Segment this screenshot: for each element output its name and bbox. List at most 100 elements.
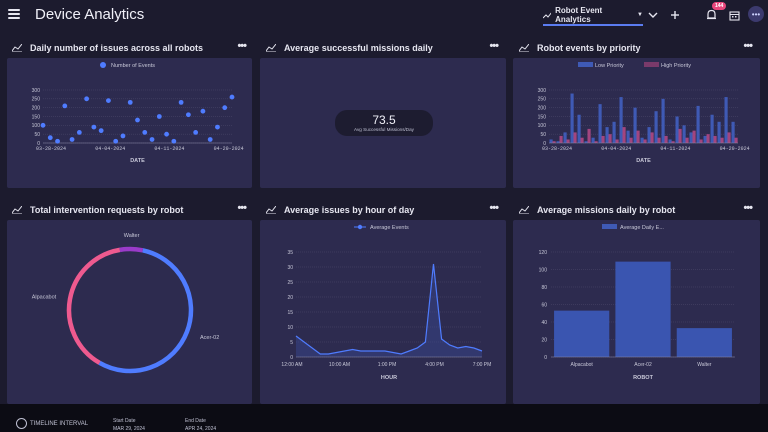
bar-low-priority <box>640 137 644 143</box>
x-tick-label: 04-20-2024 <box>720 146 750 152</box>
chart-card-events-priority: Low Priority High Priority 0 50 100 150 200 250… <box>513 58 760 188</box>
line-chart-icon <box>12 206 22 214</box>
donut-slice <box>66 247 121 365</box>
kpi-card-avg-missions: 73.5 Avg Successful Missions/Day <box>260 58 506 188</box>
bar-chart: Average Daily E... 0 20 40 60 80 100 120 Alpacab… <box>539 224 735 381</box>
data-point <box>222 105 228 111</box>
slice-label: Acer-02 <box>200 335 219 341</box>
kpi-label: Avg Successful Missions/Day <box>354 127 414 132</box>
bar-low-priority <box>612 121 616 143</box>
slice-label: Alpacabot <box>32 295 57 301</box>
y-tick-label: 150 <box>32 114 41 120</box>
calendar-icon[interactable] <box>727 8 741 22</box>
page-title: Device Analytics <box>35 6 145 23</box>
y-tick-label: 50 <box>34 132 40 138</box>
x-tick-label: 4:00 PM <box>425 362 444 368</box>
line-chart-icon <box>266 44 276 52</box>
data-point <box>156 114 162 119</box>
bar-high-priority <box>713 135 717 143</box>
donut-slice <box>119 246 144 253</box>
bar <box>554 310 610 357</box>
y-tick-label: 300 <box>538 88 547 94</box>
data-point <box>62 103 68 109</box>
x-axis-title: DATE <box>636 158 651 164</box>
chart-card-interventions: Acer-02 Alpacabot Walter <box>7 220 252 404</box>
y-tick-label: 250 <box>538 97 547 103</box>
more-options-icon[interactable]: ••• <box>489 202 499 214</box>
more-options-icon[interactable]: ••• <box>237 40 247 52</box>
more-options-icon[interactable]: ••• <box>237 202 247 214</box>
timeline-footer: TIMELINE INTERVAL Start Date MAR 29, 202… <box>0 404 768 432</box>
more-options-avatar-icon[interactable]: ••• <box>748 6 764 22</box>
chart-card-daily-issues: Number of Events 0 50 100 150 200 250 300 03-28-… <box>7 58 252 188</box>
x-tick-label: 12:00 AM <box>281 362 302 368</box>
bar-high-priority <box>678 128 682 143</box>
dashboard-select[interactable]: Robot Event Analytics ▼ <box>543 6 643 26</box>
bar-low-priority <box>689 132 693 143</box>
data-point <box>142 130 148 135</box>
more-options-icon[interactable]: ••• <box>489 40 499 52</box>
bar-high-priority <box>601 135 605 143</box>
bar-chart: Low Priority High Priority 0 50 100 150 200 250… <box>538 62 750 164</box>
y-tick-label: 20 <box>541 337 547 343</box>
bar-low-priority <box>731 121 735 143</box>
card-header-daily-issues: Daily number of issues across all robots… <box>12 38 247 58</box>
legend-marker <box>100 62 106 68</box>
x-tick-label: 04-11-2024 <box>154 146 184 152</box>
data-point <box>98 128 104 134</box>
area-fill <box>296 264 482 357</box>
card-title: Average missions daily by robot <box>537 205 676 215</box>
end-date-value[interactable]: APR 24, 2024 <box>185 426 217 432</box>
bar-low-priority <box>556 141 560 143</box>
start-date-value[interactable]: MAR 29, 2024 <box>113 426 145 432</box>
bar-low-priority <box>619 97 623 143</box>
more-options-icon[interactable]: ••• <box>743 202 753 214</box>
y-tick-label: 20 <box>287 295 293 301</box>
legend-label: Low Priority <box>595 63 624 69</box>
bar-low-priority <box>647 127 651 143</box>
legend-label: Average Events <box>370 225 409 231</box>
y-tick-label: 0 <box>290 355 293 361</box>
chart-card-issues-hour: Average Events 0 5 10 15 20 25 30 35 12:00 AM 10:0… <box>260 220 506 404</box>
y-tick-label: 150 <box>538 114 547 120</box>
clock-icon <box>16 418 27 429</box>
chart-card-missions-robot: Average Daily E... 0 20 40 60 80 100 120 Alpacab… <box>513 220 760 404</box>
slice-label: Walter <box>124 233 140 239</box>
data-point <box>178 99 184 105</box>
y-tick-label: 0 <box>543 141 546 147</box>
data-point <box>229 94 235 100</box>
add-icon[interactable] <box>668 8 682 22</box>
bar <box>676 328 732 357</box>
y-tick-label: 100 <box>32 123 41 129</box>
y-tick-label: 200 <box>538 105 547 111</box>
bar-high-priority <box>643 139 647 143</box>
legend-label: Average Daily E... <box>620 225 664 231</box>
data-point <box>135 117 140 123</box>
data-point <box>193 130 199 135</box>
card-title: Daily number of issues across all robots <box>30 43 204 53</box>
notification-bell-icon[interactable]: 144 <box>704 2 727 22</box>
legend-marker <box>644 62 659 67</box>
data-point <box>47 135 53 141</box>
line-chart-icon <box>12 44 22 52</box>
line-chart-icon <box>519 206 529 214</box>
x-tick-label: 04-11-2024 <box>660 146 690 152</box>
bar-low-priority <box>584 141 588 143</box>
bar-low-priority <box>626 130 630 143</box>
bar-high-priority <box>552 141 556 143</box>
line-chart-icon <box>543 11 552 18</box>
notification-badge: 144 <box>712 2 727 10</box>
hamburger-menu-icon[interactable] <box>8 9 20 19</box>
bar-high-priority <box>699 139 703 143</box>
data-point <box>76 130 82 135</box>
series-line <box>295 263 483 355</box>
x-tick-label: Alpacabot <box>571 362 594 368</box>
x-axis-title: DATE <box>130 158 145 164</box>
bar-high-priority <box>622 127 626 143</box>
legend-marker <box>602 224 617 229</box>
more-options-icon[interactable]: ••• <box>743 40 753 52</box>
start-date-label: Start Date <box>113 418 136 424</box>
bar-low-priority <box>675 116 679 143</box>
kpi-value: 73.5 <box>372 113 396 127</box>
chevron-down-icon[interactable] <box>646 8 660 22</box>
